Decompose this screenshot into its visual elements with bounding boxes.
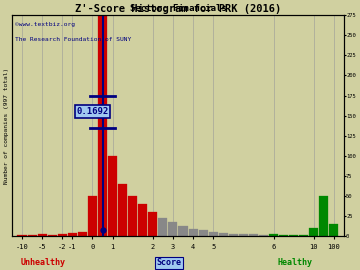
Bar — [319, 196, 328, 236]
Bar — [128, 196, 137, 236]
Bar — [148, 212, 157, 236]
Y-axis label: Number of companies (997 total): Number of companies (997 total) — [4, 68, 9, 184]
Bar — [269, 234, 278, 236]
Bar — [189, 229, 198, 236]
Bar — [118, 184, 127, 236]
Bar — [219, 233, 228, 236]
Bar — [48, 235, 57, 236]
Bar — [249, 234, 258, 236]
Bar — [289, 235, 298, 236]
Bar — [68, 233, 77, 236]
Bar — [209, 232, 218, 236]
Text: Sector: Financials: Sector: Financials — [130, 4, 226, 13]
Bar — [329, 224, 338, 236]
Text: Score: Score — [157, 258, 182, 267]
Bar — [18, 235, 27, 236]
Bar — [28, 235, 37, 236]
Bar — [259, 235, 268, 236]
Bar — [168, 222, 177, 236]
Bar — [37, 234, 47, 236]
Bar — [299, 235, 308, 236]
Bar — [98, 15, 107, 236]
Text: Unhealthy: Unhealthy — [21, 258, 66, 267]
Text: Healthy: Healthy — [278, 258, 313, 267]
Bar — [229, 234, 238, 236]
Bar — [239, 234, 248, 236]
Bar — [78, 232, 87, 236]
Bar — [279, 235, 288, 236]
Text: ©www.textbiz.org: ©www.textbiz.org — [15, 22, 75, 27]
Text: The Research Foundation of SUNY: The Research Foundation of SUNY — [15, 37, 131, 42]
Bar — [58, 234, 67, 236]
Bar — [199, 230, 208, 236]
Bar — [88, 196, 97, 236]
Bar — [158, 218, 167, 236]
Bar — [138, 204, 147, 236]
Bar — [309, 228, 318, 236]
Title: Z'-Score Histogram for PRK (2016): Z'-Score Histogram for PRK (2016) — [75, 4, 281, 15]
Bar — [108, 156, 117, 236]
Bar — [179, 225, 188, 236]
Text: 0.1692: 0.1692 — [76, 107, 109, 116]
